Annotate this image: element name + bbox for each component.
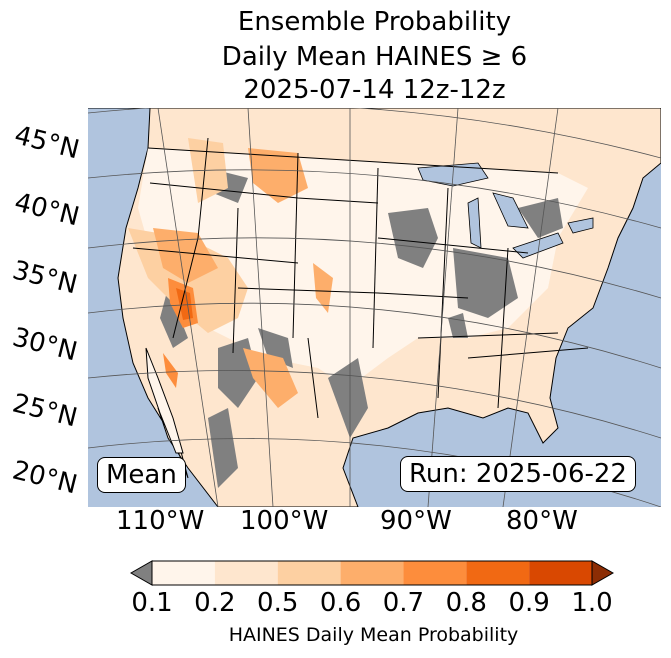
colorbar-tick-label: 0.6	[319, 588, 362, 618]
title-line-3: 2025-07-14 12z-12z	[243, 75, 506, 105]
title-line-1: Ensemble Probability	[237, 7, 512, 37]
colorbar-over-arrow	[591, 560, 614, 586]
lon-label-90: 90°W	[380, 506, 452, 536]
lat-label-25: 25°N	[9, 388, 81, 434]
probability-patches	[128, 138, 333, 408]
colorbar-cell	[277, 561, 341, 585]
colorbar	[130, 560, 614, 586]
baja-peninsula	[145, 347, 184, 454]
graticule	[88, 108, 661, 507]
lat-label-40: 40°N	[11, 187, 83, 233]
colorbar-tick-label: 0.9	[508, 588, 550, 618]
lat-label-45: 45°N	[11, 120, 83, 166]
colorbar-tick-label: 0.8	[445, 588, 487, 618]
colorbar-cell	[340, 561, 404, 585]
colorbar-outline	[151, 560, 593, 586]
colorbar-cell	[152, 561, 215, 585]
colorbar-under-arrow	[130, 560, 153, 586]
lat-label-30: 30°N	[9, 322, 81, 368]
run-date-box: Run: 2025-06-22	[400, 456, 636, 492]
colorbar-tick-label: 0.5	[257, 588, 299, 618]
colorbar-tick-label: 0.2	[194, 588, 236, 618]
lon-label-80: 80°W	[506, 506, 578, 536]
colorbar-label: HAINES Daily Mean Probability	[228, 624, 519, 646]
lat-label-20: 20°N	[9, 455, 81, 501]
colorbar-cell	[466, 561, 530, 585]
missing-data-patches	[160, 168, 563, 488]
colorbar-tick-label: 1.0	[571, 588, 613, 618]
colorbar-cell	[214, 561, 278, 585]
colorbar-tick-label: 0.7	[382, 588, 425, 618]
lon-label-110: 110°W	[116, 506, 205, 536]
probability-map	[88, 108, 661, 507]
colorbar-cell	[403, 561, 467, 585]
mean-label-box: Mean	[97, 457, 186, 493]
colorbar-tick-label: 0.1	[131, 588, 173, 618]
title-line-2: Daily Mean HAINES ≥ 6	[221, 42, 528, 72]
colorbar-cell	[529, 561, 592, 585]
lat-label-35: 35°N	[9, 255, 81, 301]
lon-label-100: 100°W	[240, 506, 329, 536]
